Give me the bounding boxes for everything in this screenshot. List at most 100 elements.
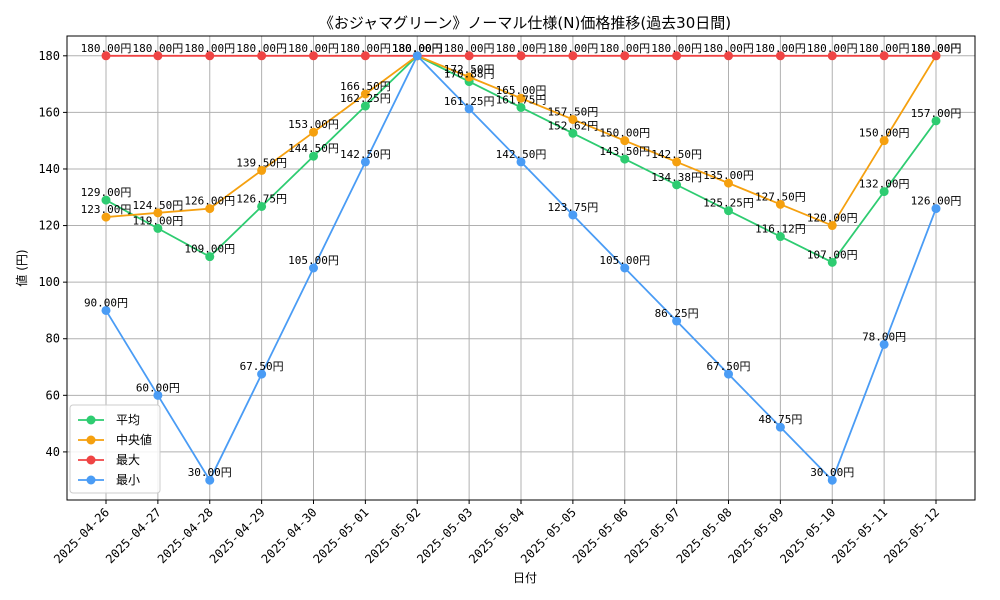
y-axis-label: 値 (円): [14, 249, 29, 286]
legend-label: 最大: [116, 453, 140, 467]
data-label: 60.00円: [136, 381, 180, 394]
data-point: [153, 51, 163, 61]
data-label: 86.25円: [655, 307, 699, 320]
legend-box: [69, 404, 161, 494]
legend-label: 中央値: [116, 432, 152, 447]
data-label: 150.00円: [599, 127, 650, 140]
data-point: [464, 104, 474, 114]
data-point: [309, 51, 318, 61]
y-tick-label: 80: [46, 332, 60, 346]
data-point: [827, 257, 837, 267]
y-tick-label: 60: [46, 388, 60, 402]
data-point: [775, 51, 785, 61]
data-label: 78.00円: [862, 330, 906, 343]
x-axis-label: 日付: [513, 571, 537, 585]
data-label: 180.00円: [807, 42, 858, 55]
data-point: [775, 199, 785, 209]
data-label: 180.00円: [392, 42, 443, 55]
data-label: 126.00円: [911, 195, 962, 208]
data-point: [879, 339, 889, 349]
data-point: [205, 51, 215, 61]
data-point: [464, 51, 474, 61]
data-point: [879, 51, 889, 61]
y-tick-label: 140: [38, 162, 60, 176]
data-label: 157.00円: [911, 107, 962, 120]
data-point: [205, 475, 215, 485]
legend-swatch-marker: [86, 415, 96, 425]
y-tick-label: 40: [46, 445, 60, 459]
data-label: 180.00円: [548, 42, 599, 55]
data-label: 107.00円: [807, 248, 858, 261]
legend-swatch-marker: [86, 455, 96, 465]
data-point: [205, 252, 215, 262]
data-label: 180.00円: [392, 42, 443, 55]
data-point: [568, 114, 578, 124]
data-point: [257, 51, 267, 61]
y-tick-label: 100: [38, 275, 60, 289]
data-label: 142.50円: [496, 148, 547, 161]
data-point: [257, 165, 267, 175]
data-point: [464, 72, 474, 82]
data-point: [879, 136, 889, 146]
data-label: 30.00円: [810, 466, 854, 479]
data-label: 180.00円: [392, 42, 443, 55]
data-label: 180.00円: [184, 42, 235, 55]
data-point: [101, 212, 111, 222]
data-point: [724, 206, 733, 216]
data-label: 161.75円: [496, 93, 547, 106]
y-tick-label: 120: [38, 219, 60, 233]
data-point: [620, 263, 630, 273]
data-point: [257, 201, 267, 211]
data-label: 123.00円: [81, 203, 132, 216]
data-label: 180.00円: [911, 42, 962, 55]
data-point: [879, 187, 889, 197]
data-label: 180.00円: [651, 42, 702, 55]
data-label: 67.50円: [706, 360, 750, 373]
legend-swatch-marker: [86, 435, 96, 445]
data-label: 172.50円: [444, 63, 495, 76]
data-point: [101, 51, 111, 61]
data-label: 105.00円: [599, 254, 650, 267]
data-label: 180.00円: [599, 42, 650, 55]
data-label: 180.00円: [444, 42, 495, 55]
data-label: 180.00円: [288, 42, 339, 55]
data-point: [412, 51, 422, 61]
data-label: 119.00円: [133, 214, 184, 227]
data-point: [205, 204, 215, 214]
data-point: [153, 208, 163, 218]
y-axis-ticks: 40 60 80 100 120 140 160 180: [38, 49, 67, 459]
data-point: [153, 223, 163, 233]
data-labels: 129.00円 119.00円 109.00円 126.75円 144.50円 162.2…: [81, 42, 962, 479]
data-point: [516, 102, 526, 112]
data-label: 142.50円: [651, 148, 702, 161]
data-label: 48.75円: [758, 413, 802, 426]
data-point: [101, 305, 111, 315]
y-tick-label: 180: [38, 49, 60, 63]
data-label: 157.50円: [548, 105, 599, 118]
data-label: 180.00円: [81, 42, 132, 55]
legend-swatch-marker: [86, 475, 96, 485]
data-label: 132.00円: [859, 178, 910, 191]
data-label: 144.50円: [288, 142, 339, 155]
data-label: 139.50円: [236, 156, 287, 169]
data-label: 162.25円: [340, 92, 391, 105]
data-label: 126.00円: [184, 195, 235, 208]
data-point: [672, 51, 682, 61]
data-label: 161.25円: [444, 95, 495, 108]
data-point: [360, 51, 370, 61]
data-label: 180.00円: [859, 42, 910, 55]
data-point: [257, 369, 267, 379]
data-point: [360, 89, 370, 99]
data-point: [568, 210, 578, 220]
data-point: [360, 101, 370, 111]
data-label: 129.00円: [81, 186, 132, 199]
data-point: [516, 157, 526, 167]
data-point: [827, 221, 837, 231]
data-point: [827, 475, 837, 485]
legend-label: 平均: [116, 413, 140, 427]
data-point: [724, 51, 733, 61]
data-label: 150.00円: [859, 127, 910, 140]
data-point: [620, 154, 630, 164]
data-label: 134.38円: [651, 171, 702, 184]
